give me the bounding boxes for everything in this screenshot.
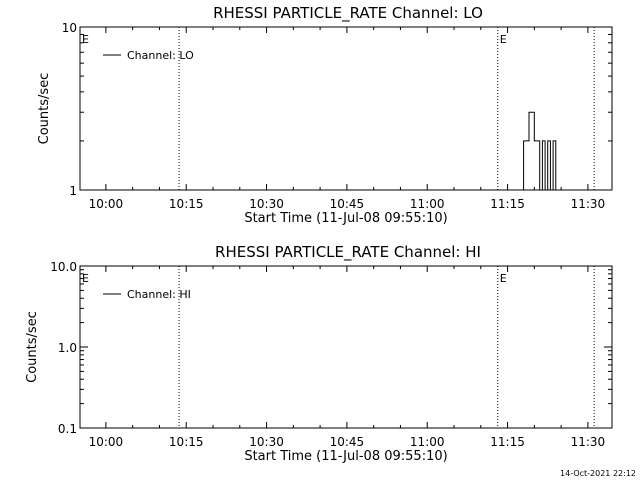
x-tick-label: 11:15 (490, 435, 525, 449)
panel-lo: RHESSI PARTICLE_RATE Channel: LO 10:00 10:… (37, 4, 613, 226)
event-marker-label: E (82, 33, 89, 46)
x-tick-label: 11:15 (490, 197, 525, 211)
x-tick-label: 11:00 (410, 435, 445, 449)
panel-hi: RHESSI PARTICLE_RATE Channel: HI 10:00 10:… (25, 243, 613, 464)
footer-timestamp: 14-Oct-2021 22:12 (560, 469, 636, 478)
x-tick-label: 10:30 (249, 435, 284, 449)
y-axis-label: Counts/sec (25, 311, 40, 383)
x-axis-label: Start Time (11-Jul-08 09:55:10) (244, 449, 447, 464)
x-tick-label: 11:30 (571, 435, 606, 449)
legend-label: Channel: HI (127, 288, 191, 301)
x-tick-label: 10:30 (249, 197, 284, 211)
event-marker-label: E (500, 33, 507, 46)
x-tick-label: 11:00 (410, 197, 445, 211)
x-tick-label: 10:45 (330, 435, 365, 449)
y-tick-label: 0.1 (58, 422, 77, 436)
series-line (521, 111, 559, 191)
x-tick-label: 11:30 (571, 197, 606, 211)
plot-frame (79, 26, 613, 191)
event-marker-label: E (82, 272, 89, 285)
x-tick-label: 10:15 (169, 435, 204, 449)
event-marker-label: E (500, 272, 507, 285)
y-axis-label: Counts/sec (37, 73, 52, 145)
y-tick-label: 10.0 (50, 260, 77, 274)
y-tick-label: 10 (62, 21, 77, 35)
x-tick-label: 10:15 (169, 197, 204, 211)
x-tick-label: 10:00 (89, 197, 124, 211)
chart-title: RHESSI PARTICLE_RATE Channel: HI (215, 243, 481, 262)
chart-title: RHESSI PARTICLE_RATE Channel: LO (213, 4, 483, 23)
x-tick-label: 10:00 (89, 435, 124, 449)
y-tick-label: 1 (69, 184, 77, 198)
y-tick-label: 1.0 (58, 341, 77, 355)
x-tick-label: 10:45 (330, 197, 365, 211)
legend-label: Channel: LO (127, 49, 194, 62)
x-axis-label: Start Time (11-Jul-08 09:55:10) (244, 211, 447, 226)
